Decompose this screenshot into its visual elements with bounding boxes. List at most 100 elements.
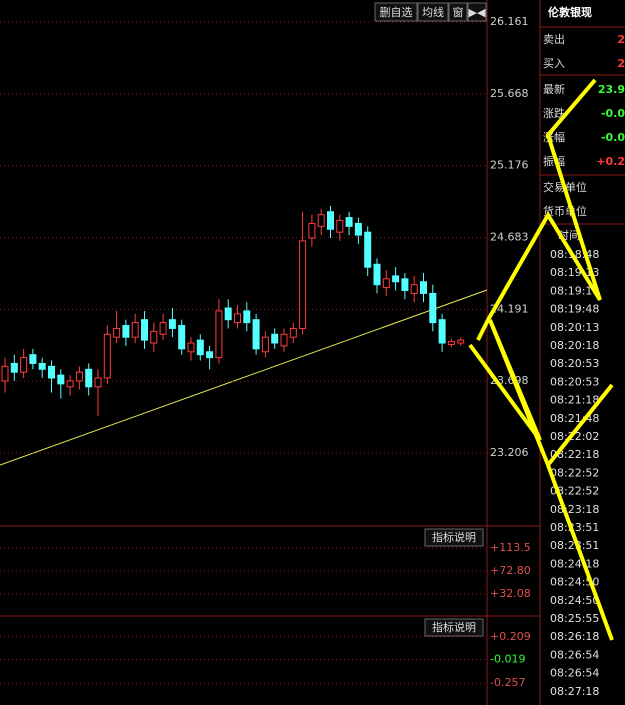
- quote-value: +0.2: [596, 155, 625, 168]
- candle-body: [373, 263, 381, 286]
- candle-body: [57, 374, 65, 385]
- indicator-button[interactable]: [424, 528, 484, 547]
- annotation-arrows: [468, 78, 614, 641]
- candle-body: [66, 380, 74, 388]
- trade-time: 08:20:13: [550, 321, 599, 334]
- candle-body: [103, 333, 111, 379]
- candle-body: [150, 330, 158, 344]
- indicator-button[interactable]: [424, 618, 484, 637]
- quote-value: -0.0: [601, 131, 625, 144]
- trade-time: 08:27:18: [550, 685, 599, 698]
- candle-body: [10, 362, 18, 373]
- candle-body: [196, 339, 204, 356]
- candle-body: [187, 342, 195, 353]
- y-tick-label: -0.257: [490, 676, 525, 689]
- candle-body: [252, 319, 260, 350]
- candle-body: [364, 231, 372, 268]
- y-tick-label: -0.019: [490, 653, 525, 666]
- trade-time: 08:20:18: [550, 339, 599, 352]
- toolbar-button[interactable]: [467, 2, 487, 22]
- candle-body: [75, 371, 83, 382]
- quote-value: 23.9: [598, 83, 625, 96]
- y-tick-label: 26.161: [490, 15, 529, 28]
- candle-body: [289, 327, 297, 338]
- trade-time: 08:19:48: [550, 303, 599, 316]
- candle-body: [215, 310, 223, 359]
- toolbar-label[interactable]: 删自选: [380, 6, 413, 19]
- trade-time: 08:22:52: [550, 485, 599, 498]
- y-tick-label: 25.668: [490, 87, 529, 100]
- quote-value: -0.0: [601, 107, 625, 120]
- trade-time: 08:20:53: [550, 375, 599, 388]
- quote-value: 2: [617, 57, 625, 70]
- trend-line: [0, 289, 488, 466]
- candle-body: [392, 275, 400, 283]
- candle-body: [243, 310, 251, 324]
- toolbar-button[interactable]: [417, 2, 449, 22]
- candle-body: [420, 281, 427, 294]
- trade-time: 08:25:55: [550, 612, 599, 625]
- candle-body: [206, 351, 214, 359]
- toolbar-button[interactable]: [448, 2, 468, 22]
- trade-time: 08:22:52: [550, 466, 599, 479]
- candle-body: [131, 322, 139, 338]
- candle-body: [401, 278, 409, 292]
- y-tick-label: 23.206: [490, 446, 529, 459]
- candle-body: [1, 365, 9, 382]
- candle-body: [234, 313, 241, 324]
- quote-label: 涨跌: [543, 106, 565, 120]
- trade-time: 08:26:54: [550, 667, 599, 680]
- candle-body: [168, 319, 176, 329]
- quote-label: 最新: [543, 82, 565, 96]
- quote-value: 2: [617, 33, 625, 46]
- candle-body: [354, 222, 362, 236]
- candle-body: [159, 322, 167, 335]
- indicator-label[interactable]: 指标说明: [432, 530, 476, 544]
- y-tick-label: +32.08: [490, 587, 531, 600]
- trade-time: 08:26:54: [550, 648, 599, 661]
- y-tick-label: +0.209: [490, 630, 531, 643]
- trade-time: 08:24:18: [550, 557, 599, 570]
- candle-body: [178, 325, 186, 350]
- y-tick-label: 24.191: [490, 302, 529, 315]
- candle-body: [29, 354, 37, 364]
- candle-body: [122, 325, 130, 338]
- toolbar-label[interactable]: 均线: [422, 5, 444, 19]
- candle-body: [308, 222, 316, 239]
- trade-time: 08:22:02: [550, 430, 599, 443]
- candle-body: [345, 217, 353, 227]
- y-tick-label: 25.176: [490, 159, 529, 172]
- trade-time: 08:23:51: [550, 521, 599, 534]
- quote-label: 卖出: [543, 32, 565, 46]
- toolbar-button[interactable]: [374, 2, 418, 22]
- trade-time: 08:21:48: [550, 412, 599, 425]
- candle-body: [271, 333, 279, 344]
- trade-time: 08:23:18: [550, 503, 599, 516]
- trade-time: 08:24:50: [550, 594, 599, 607]
- trade-time: 08:21:18: [550, 394, 599, 407]
- candle-body: [299, 240, 307, 329]
- toolbar-label[interactable]: ▶◀: [469, 6, 486, 19]
- candle-body: [382, 278, 390, 289]
- candle-body: [48, 365, 55, 379]
- quote-label: 买入: [543, 57, 565, 70]
- candle-body: [447, 341, 455, 345]
- candle-body: [336, 220, 344, 233]
- candle-body: [94, 377, 102, 388]
- candle-body: [429, 292, 437, 324]
- quote-title: 伦敦银现: [548, 5, 592, 19]
- indicator-label[interactable]: 指标说明: [432, 620, 476, 634]
- toolbar-label[interactable]: 窗: [453, 5, 464, 19]
- candle-body: [280, 333, 288, 347]
- trade-time: 08:23:51: [550, 539, 599, 552]
- candle-body: [327, 211, 334, 230]
- candle-body: [20, 357, 28, 373]
- candle-body: [317, 214, 325, 227]
- candle-body: [457, 339, 465, 344]
- quote-label: 振幅: [543, 154, 565, 168]
- candle-body: [410, 284, 418, 294]
- trade-time: 08:22:18: [550, 448, 599, 461]
- candle-body: [224, 307, 232, 321]
- y-tick-label: 24.683: [490, 231, 529, 244]
